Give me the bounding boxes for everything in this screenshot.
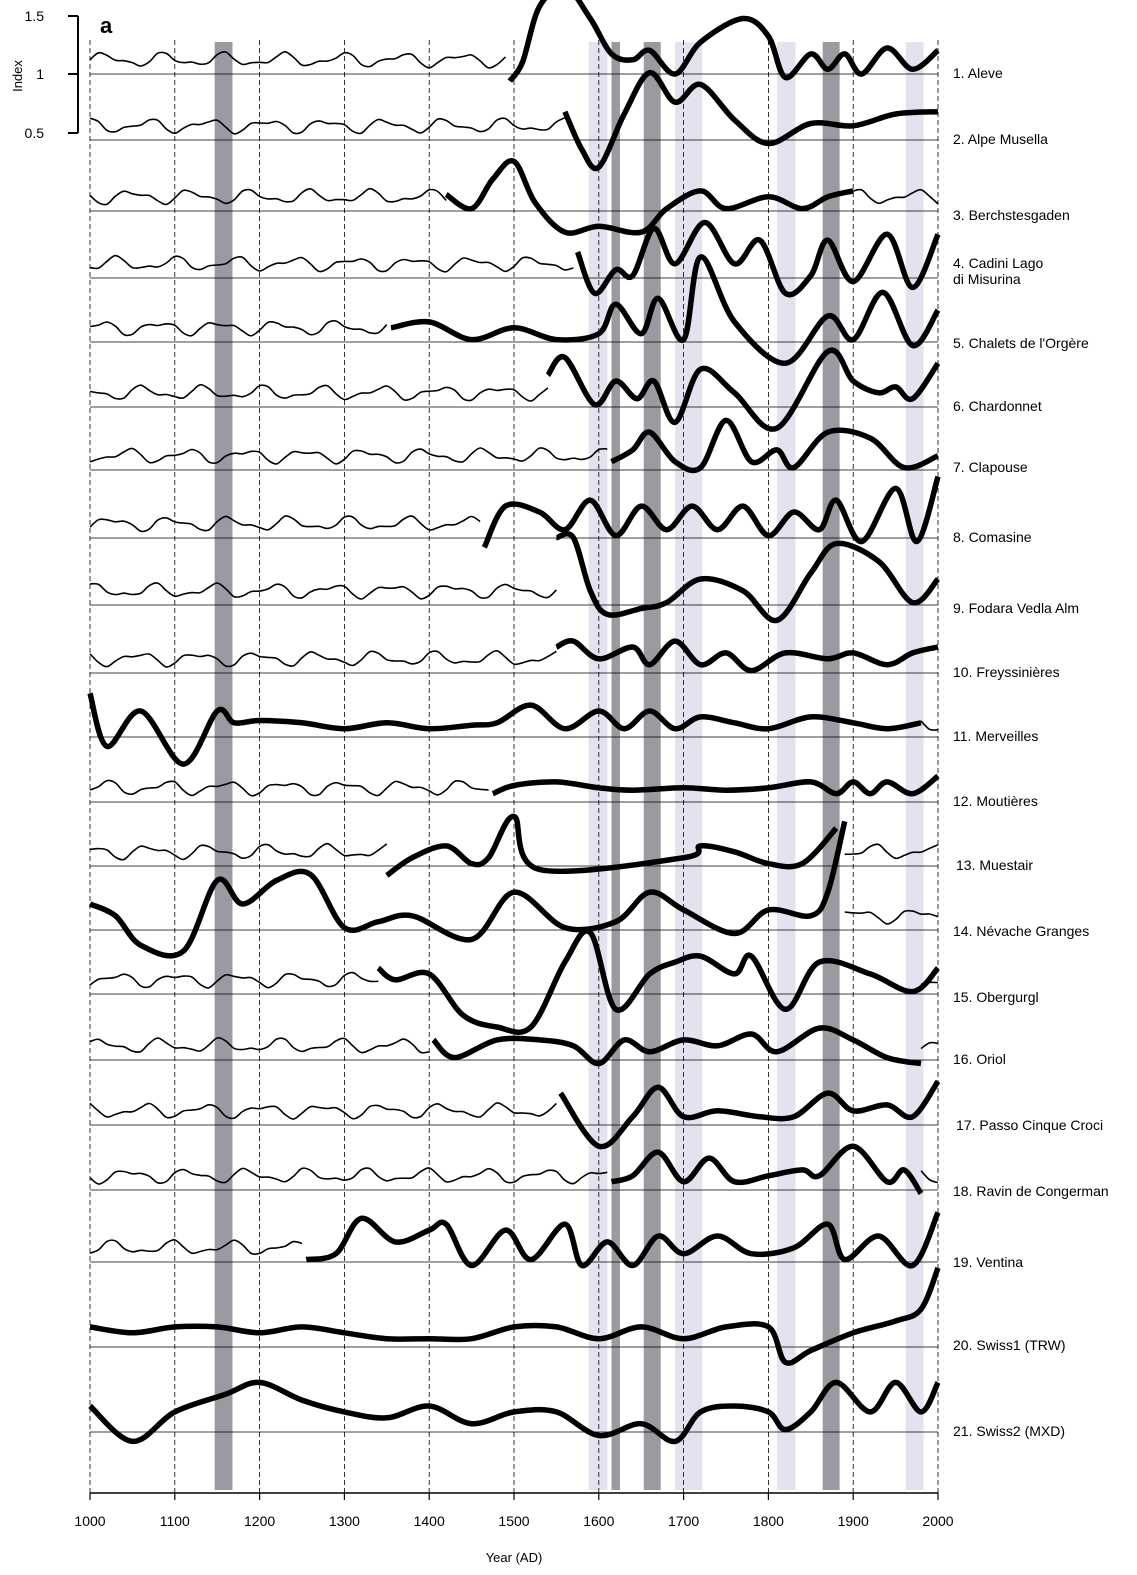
series-label-8: 8. Comasine (953, 529, 1032, 545)
thin-line-7 (89, 447, 608, 465)
series-label-13: 13. Muestair (956, 857, 1033, 873)
thin-tail-13 (844, 843, 939, 860)
thick-line-17 (558, 1079, 941, 1150)
series-label-19: 19. Ventina (953, 1254, 1023, 1270)
series-labels: 1. Aleve 2. Alpe Musella 3. Berchstesgaden… (953, 65, 1109, 1439)
year-gridlines (89, 40, 939, 1493)
thin-line-2 (89, 116, 566, 135)
thin-line-19 (89, 1239, 303, 1256)
series-label-15: 15. Obergurgl (953, 989, 1039, 1005)
thick-line-4 (575, 219, 941, 298)
thin-line-12 (89, 779, 489, 797)
series-label-14: 14. Névache Granges (953, 923, 1089, 939)
thick-line-13 (385, 813, 839, 878)
series-label-2: 2. Alpe Musella (953, 131, 1048, 147)
thin-tail-3 (853, 188, 939, 205)
x-tick-label-1900: 1900 (838, 1513, 869, 1529)
series-label-9: 9. Fodara Vedla Alm (953, 600, 1079, 616)
thin-line-18 (89, 1167, 608, 1185)
x-tick-label-1000: 1000 (74, 1513, 105, 1529)
series-lines (87, 0, 941, 1445)
series-label-20: 20. Swiss1 (TRW) (953, 1337, 1066, 1353)
x-tick-label-1700: 1700 (668, 1513, 699, 1529)
thick-line-5 (390, 254, 941, 366)
thin-tail-16 (920, 1041, 939, 1050)
thin-line-17 (89, 1102, 557, 1120)
thick-line-11 (87, 692, 922, 767)
thick-line-15 (376, 928, 941, 1036)
series-label-3: 3. Berchstesgaden (953, 207, 1070, 223)
thin-line-13 (89, 842, 388, 861)
index-scale: 1.5 1 0.5 Index (10, 8, 79, 141)
dark-band-2 (611, 42, 620, 1490)
thick-line-16 (431, 1025, 922, 1067)
y-axis-title: Index (10, 60, 25, 92)
thick-line-21 (88, 1379, 941, 1445)
series-label-4: 4. Cadini Lago di Misurina (953, 255, 1044, 287)
thick-line-2 (562, 69, 939, 172)
thin-line-10 (89, 649, 557, 668)
x-tick-label-1400: 1400 (414, 1513, 445, 1529)
x-tick-label-2000: 2000 (922, 1513, 953, 1529)
series-label-5: 5. Chalets de l'Orgère (953, 335, 1089, 351)
light-band-1 (588, 42, 608, 1490)
thick-line-9 (555, 531, 941, 624)
thin-line-5 (89, 319, 388, 337)
thin-line-4 (89, 254, 574, 273)
thick-line-8 (481, 475, 941, 549)
thick-line-19 (305, 1211, 941, 1269)
index-scale-label-2: 1 (36, 66, 44, 82)
dark-band-1 (214, 42, 233, 1490)
thick-line-20 (89, 1266, 941, 1366)
thin-line-9 (89, 582, 557, 600)
thin-tail-14 (844, 909, 939, 925)
series-label-11: 11. Merveilles (953, 728, 1038, 744)
thick-line-1 (507, 0, 940, 83)
series-label-7: 7. Clapouse (953, 459, 1028, 475)
series-label-17: 17. Passo Cinque Croci (956, 1117, 1103, 1133)
thin-line-1 (89, 51, 507, 69)
series-label-12: 12. Moutières (953, 793, 1038, 809)
light-band-3 (776, 42, 796, 1490)
thin-tail-18 (920, 1170, 939, 1184)
thick-line-12 (491, 773, 940, 797)
x-axis-ticks: 1000 1100 1200 1300 1400 1500 1600 1700 1800 1900… (74, 1493, 954, 1529)
x-tick-label-1500: 1500 (498, 1513, 529, 1529)
x-tick-label-1200: 1200 (244, 1513, 275, 1529)
series-label-6: 6. Chardonnet (953, 398, 1042, 414)
panel-label: a (100, 13, 113, 38)
thin-line-6 (89, 383, 549, 402)
series-label-18: 18. Ravin de Congerman (953, 1183, 1109, 1199)
light-band-4 (905, 42, 924, 1490)
x-tick-label-1800: 1800 (753, 1513, 784, 1529)
index-scale-label-3: 0.5 (25, 125, 45, 141)
thick-line-3 (444, 158, 854, 236)
thin-line-8 (89, 515, 481, 533)
x-tick-label-1100: 1100 (160, 1513, 190, 1529)
dark-band-3 (643, 42, 661, 1490)
thick-line-10 (555, 638, 939, 674)
series-baselines (90, 73, 938, 1433)
x-axis-title: Year (AD) (486, 1550, 543, 1565)
series-label-1: 1. Aleve (953, 65, 1003, 81)
thin-line-15 (89, 971, 379, 989)
series-label-21: 21. Swiss2 (MXD) (953, 1423, 1065, 1439)
series-label-10: 10. Freyssinières (953, 664, 1060, 680)
index-scale-label-1: 1.5 (25, 8, 45, 24)
dark-band-4 (822, 42, 840, 1490)
thick-line-18 (610, 1143, 924, 1196)
thick-line-7 (610, 417, 940, 474)
series-label-16: 16. Oriol (953, 1051, 1006, 1067)
thick-line-14 (88, 820, 848, 959)
x-tick-label-1300: 1300 (329, 1513, 360, 1529)
thick-line-6 (545, 347, 941, 432)
x-axis: 1000 1100 1200 1300 1400 1500 1600 1700 1800 1900… (74, 1492, 954, 1565)
thin-tail-11 (920, 720, 939, 731)
thin-line-3 (89, 187, 447, 206)
x-tick-label-1600: 1600 (583, 1513, 614, 1529)
thin-line-16 (89, 1037, 430, 1054)
